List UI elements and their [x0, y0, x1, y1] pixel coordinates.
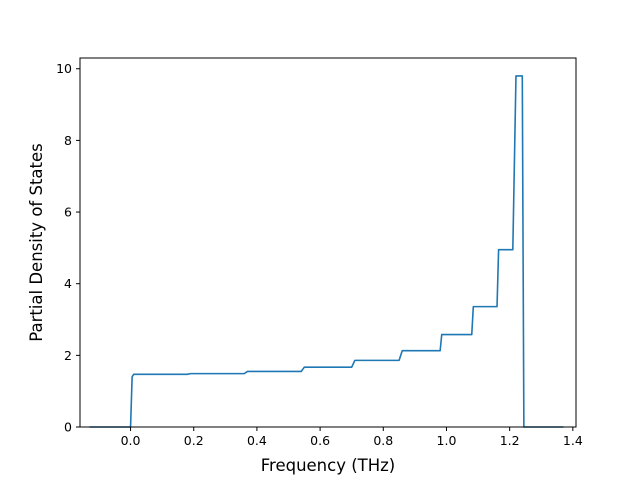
x-tick-label: 1.0 — [437, 433, 457, 448]
y-tick-label: 6 — [64, 205, 72, 220]
y-tick-label: 8 — [64, 133, 72, 148]
x-tick-label: 0.2 — [184, 433, 204, 448]
x-tick-label: 1.4 — [563, 433, 583, 448]
x-tick-label: 0.8 — [373, 433, 393, 448]
y-tick-label: 4 — [64, 276, 72, 291]
axes-frame — [79, 57, 577, 428]
x-axis-ticks: 0.0 0.2 0.4 0.6 0.8 1.0 1.2 1.4 — [121, 427, 583, 448]
x-tick-label: 0.4 — [247, 433, 267, 448]
y-axis-label: Partial Density of States — [27, 143, 46, 342]
y-tick-label: 10 — [56, 61, 72, 76]
y-axis-ticks: 0 2 4 6 8 10 — [56, 61, 80, 435]
x-tick-label: 0.0 — [121, 433, 141, 448]
x-axis-label: Frequency (THz) — [261, 456, 396, 475]
plot-area — [89, 75, 564, 428]
series-line-0 — [89, 75, 564, 428]
y-tick-label: 0 — [64, 420, 72, 435]
x-tick-label: 1.2 — [500, 433, 520, 448]
y-tick-label: 2 — [64, 348, 72, 363]
x-tick-label: 0.6 — [310, 433, 330, 448]
